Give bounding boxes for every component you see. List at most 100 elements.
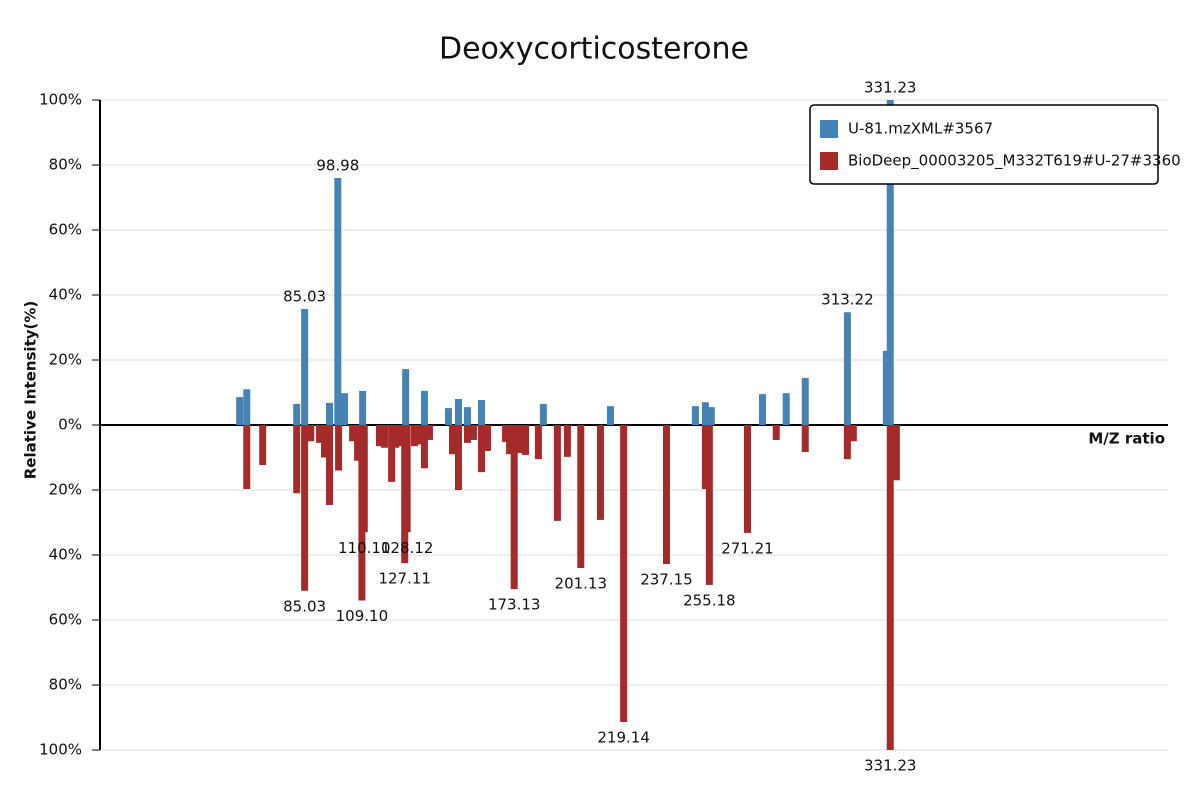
y-tick-label: 20% (49, 351, 82, 369)
bar (321, 425, 329, 458)
bar (341, 393, 349, 425)
bar (392, 425, 400, 448)
bar (843, 312, 851, 425)
bar (534, 425, 542, 460)
bar (758, 394, 766, 425)
peak-label: 127.11 (378, 570, 431, 588)
bar (444, 408, 452, 425)
peak-label: 219.14 (597, 729, 650, 747)
bar (301, 308, 309, 425)
bar (388, 425, 396, 482)
legend-box (809, 104, 1159, 185)
bar (454, 399, 462, 425)
bar (553, 425, 561, 521)
bar (349, 425, 357, 442)
peak-label: 85.03 (283, 597, 326, 615)
bar (483, 425, 491, 451)
bar (801, 425, 809, 452)
bar (326, 425, 334, 505)
bar (236, 397, 244, 425)
bar (243, 389, 251, 425)
bar (801, 377, 809, 425)
bar (849, 425, 857, 442)
bar (701, 402, 709, 425)
bar (403, 425, 411, 533)
y-tick-label: 60% (49, 611, 82, 629)
bar (517, 425, 525, 453)
legend-swatch (820, 120, 838, 138)
y-tick-label: 100% (39, 741, 82, 759)
peak-label: 98.98 (316, 157, 359, 175)
y-tick-label: 80% (49, 156, 82, 174)
bar (425, 425, 433, 440)
bar (701, 425, 709, 490)
bar (886, 100, 894, 425)
legend-label: BioDeep_00003205_M332T619#U-27#3360 (848, 152, 1181, 171)
bar (892, 425, 900, 481)
y-tick-label: 80% (49, 676, 82, 694)
bar (596, 425, 604, 520)
bar (620, 425, 628, 723)
bar (662, 425, 670, 565)
bar (502, 425, 510, 442)
bar (707, 407, 715, 425)
peak-label: 331.23 (864, 757, 917, 775)
bar (882, 350, 890, 425)
peak-label: 110.10 (338, 539, 391, 557)
peak-label: 255.18 (683, 591, 736, 609)
y-tick-label: 0% (58, 416, 82, 434)
peak-label: 237.15 (640, 571, 693, 589)
bar (691, 406, 699, 425)
legend-label: U-81.mzXML#3567 (848, 120, 993, 138)
bar (606, 406, 614, 425)
bar (772, 425, 780, 440)
bar (293, 425, 301, 494)
bar (360, 425, 368, 533)
y-tick-label: 100% (39, 91, 82, 109)
y-tick-label: 40% (49, 286, 82, 304)
bar (397, 425, 405, 447)
bar (478, 425, 486, 473)
bar (782, 393, 790, 425)
bar (307, 425, 315, 442)
x-axis-title: M/Z ratio (1088, 430, 1165, 448)
bar (410, 425, 418, 447)
y-axis-title: Relative Intensity(%) (22, 301, 40, 480)
peak-label: 85.03 (283, 287, 326, 305)
bar (463, 407, 471, 425)
bar (510, 425, 518, 590)
peak-label: 331.23 (864, 79, 917, 97)
bar (539, 403, 547, 425)
bar (563, 425, 571, 457)
bar (326, 402, 334, 425)
bar (375, 425, 383, 447)
bar (420, 425, 428, 469)
peak-label: 313.22 (821, 291, 874, 309)
bar (335, 425, 343, 471)
y-tick-label: 60% (49, 221, 82, 239)
chart-title: Deoxycorticosterone (439, 32, 749, 67)
peak-label: 128.12 (381, 539, 434, 557)
peak-label: 109.10 (336, 607, 389, 625)
bar (301, 425, 309, 591)
legend-swatch (820, 152, 838, 170)
bar (705, 425, 713, 585)
y-tick-label: 40% (49, 546, 82, 564)
bar (522, 425, 530, 455)
bar (359, 390, 367, 425)
bar (414, 425, 422, 445)
bar (354, 425, 362, 461)
bar (449, 425, 457, 455)
bar (886, 425, 894, 750)
bar (454, 425, 462, 490)
bar (743, 425, 751, 533)
bar (293, 403, 301, 425)
peak-label: 271.21 (721, 539, 774, 557)
bar (334, 178, 342, 425)
bar (506, 425, 514, 455)
bar (316, 425, 324, 443)
bar (478, 399, 486, 425)
peak-label: 173.13 (488, 596, 541, 614)
bar (243, 425, 251, 490)
